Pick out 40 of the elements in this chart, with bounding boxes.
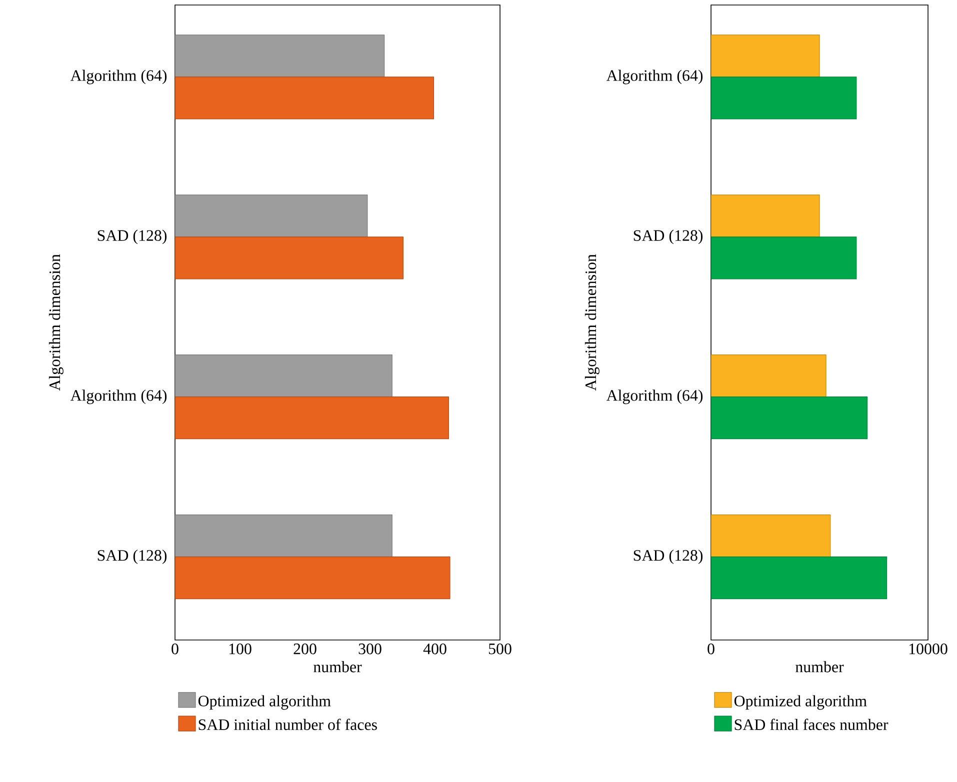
y-tick-label: Algorithm (64) xyxy=(606,390,703,404)
bar xyxy=(175,396,449,440)
x-tick-label: 500 xyxy=(488,644,512,654)
y-tick-label: SAD (128) xyxy=(98,550,167,564)
x-axis-title: number xyxy=(314,661,362,672)
bar xyxy=(711,396,868,440)
x-axis-title: number xyxy=(796,661,844,672)
bar xyxy=(175,556,450,600)
bar xyxy=(175,354,392,398)
y-tick-label: SAD (128) xyxy=(98,230,167,244)
bar xyxy=(711,76,857,120)
y-tick-label: Algorithm (64) xyxy=(70,70,167,84)
y-axis-title: Algorithm dimension xyxy=(584,254,600,391)
x-tick-label: 100 xyxy=(229,644,252,654)
bar xyxy=(175,236,404,280)
x-tick-label: 0 xyxy=(172,644,178,654)
bar xyxy=(175,514,392,558)
bar xyxy=(711,34,820,78)
bar xyxy=(711,194,820,238)
x-tick-label: 0 xyxy=(708,644,714,654)
y-tick-label: SAD (128) xyxy=(634,550,703,564)
bar xyxy=(711,514,831,558)
x-tick-label: 400 xyxy=(423,644,446,654)
y-tick-label: Algorithm (64) xyxy=(70,390,167,404)
bar xyxy=(711,354,826,398)
y-tick-label: Algorithm (64) xyxy=(606,70,703,84)
bar xyxy=(175,34,385,78)
legend-label: Optimized algorithm xyxy=(198,695,331,710)
x-tick-label: 300 xyxy=(358,644,382,654)
legend-label: SAD initial number of faces xyxy=(198,718,377,730)
bar xyxy=(711,236,857,280)
bar xyxy=(711,556,888,600)
y-axis-title: Algorithm dimension xyxy=(48,254,64,391)
bar xyxy=(175,76,434,120)
bar xyxy=(175,194,368,238)
x-tick-label: 200 xyxy=(294,644,316,654)
x-tick-label: 10000 xyxy=(909,644,948,654)
y-tick-label: SAD (128) xyxy=(634,230,703,244)
legend-label: Optimized algorithm xyxy=(734,695,867,710)
legend-label: SAD final faces number xyxy=(734,718,888,730)
